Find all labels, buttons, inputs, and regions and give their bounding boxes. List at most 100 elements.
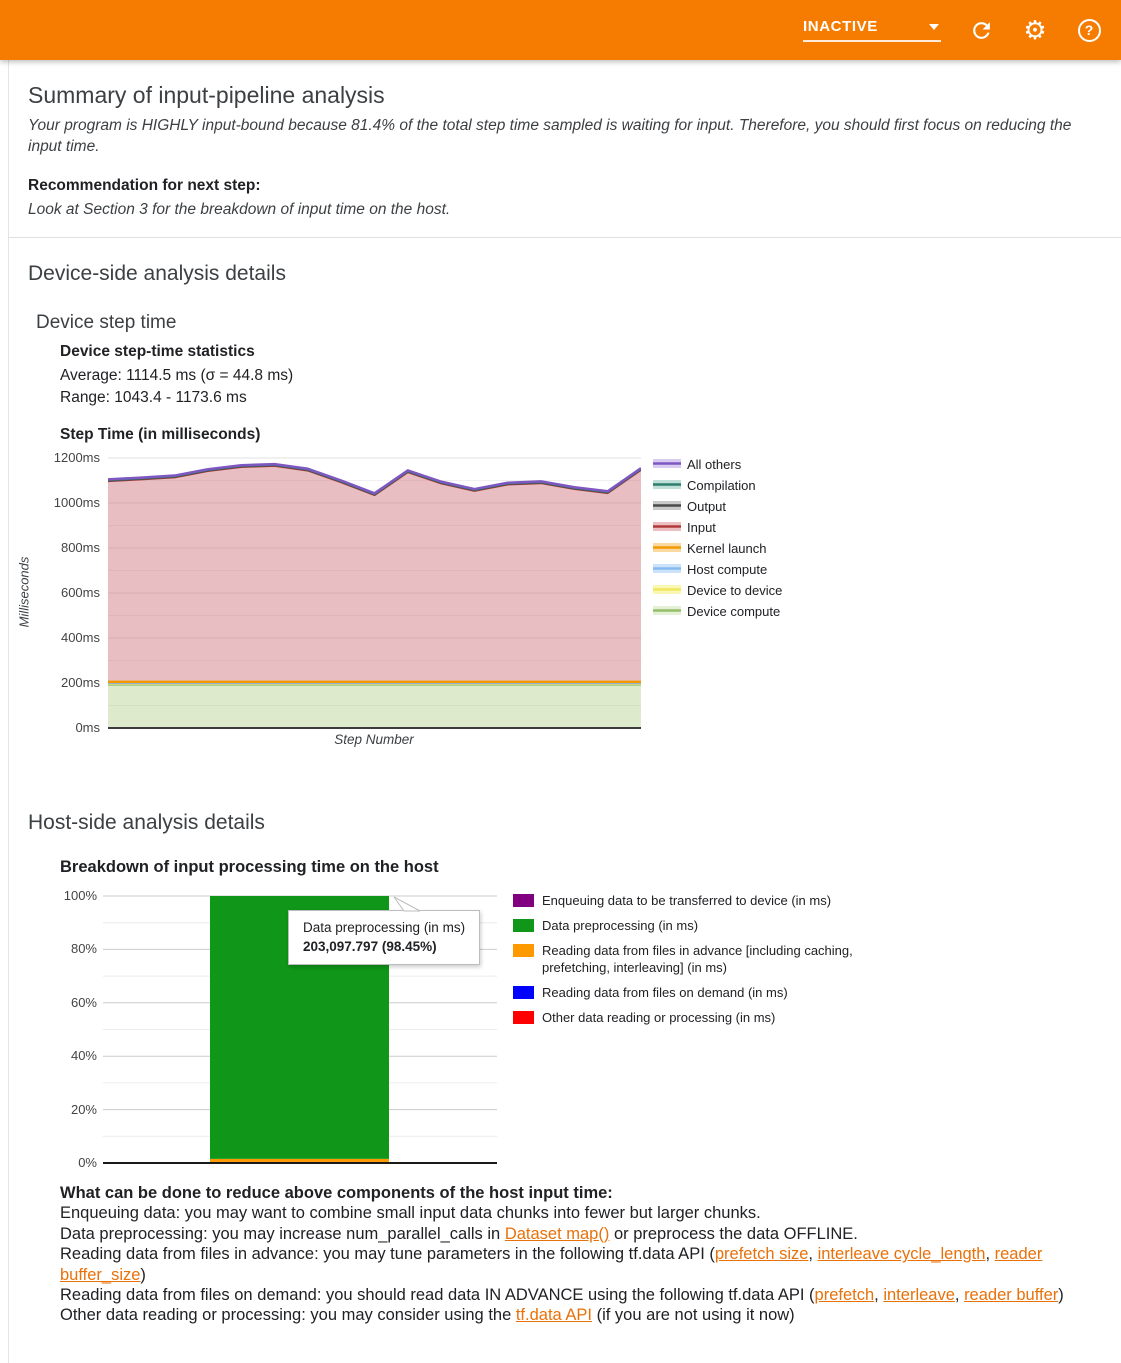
advice-link[interactable]: prefetch — [814, 1286, 875, 1305]
advice-link[interactable]: tf.data API — [515, 1306, 592, 1325]
axis-tick-label: 20% — [70, 1101, 97, 1117]
axis-tick-label: 200ms — [60, 675, 100, 690]
legend-item: Enqueuing data to be transferred to devi… — [513, 892, 863, 909]
advice-text: Data preprocessing: you may increase num… — [60, 1224, 505, 1243]
advice-text: , — [808, 1245, 818, 1264]
legend-label: Host compute — [687, 562, 768, 577]
legend-swatch — [653, 564, 681, 573]
advice-link[interactable]: Dataset map() — [504, 1224, 610, 1243]
legend-label: Input — [687, 520, 716, 535]
device-step-time-chart[interactable] — [108, 450, 641, 735]
axis-tick-label: 100% — [63, 888, 97, 903]
tooltip-series-name: Data preprocessing (in ms) — [303, 920, 466, 935]
help-button[interactable]: ? — [1075, 16, 1103, 44]
legend-swatch — [653, 501, 681, 510]
axis-tick-label: 400ms — [60, 630, 100, 645]
advice-text: , — [985, 1245, 995, 1264]
advice-text: , — [954, 1286, 965, 1305]
advice-text: , — [874, 1286, 884, 1305]
advice-line: Other data reading or processing: you ma… — [60, 1305, 1092, 1325]
recommendation-text: Look at Section 3 for the breakdown of i… — [28, 201, 451, 218]
legend-swatch — [513, 919, 534, 932]
advice-text: ) — [1058, 1286, 1064, 1305]
legend-swatch — [653, 480, 681, 489]
toolbar-controls: INACTIVE ⚙ ? — [803, 16, 1103, 44]
legend-item: Input — [653, 520, 782, 536]
legend-label: Other data reading or processing (in ms) — [542, 1010, 776, 1025]
advice-text: Other data reading or processing: you ma… — [60, 1306, 516, 1325]
axis-tick-label: 40% — [70, 1048, 97, 1064]
advice-line: Enqueuing data: you may want to combine … — [60, 1203, 1092, 1223]
legend-swatch — [653, 522, 681, 531]
device-section-title: Device-side analysis details — [28, 262, 286, 285]
legend-label: Compilation — [687, 478, 756, 493]
advice-text: Reading data from files on demand: you s… — [60, 1286, 815, 1305]
advice-text: or preprocess the data OFFLINE. — [609, 1224, 858, 1243]
refresh-button[interactable] — [967, 16, 995, 44]
device-chart-title: Step Time (in milliseconds) — [60, 426, 261, 443]
legend-swatch — [653, 585, 681, 594]
advice-link[interactable]: reader buffer_size — [60, 1245, 1043, 1284]
device-step-time-title: Device step time — [36, 312, 177, 333]
status-dropdown[interactable]: INACTIVE — [803, 18, 941, 42]
legend-swatch — [513, 986, 534, 999]
refresh-icon — [969, 18, 994, 43]
legend-label: Data preprocessing (in ms) — [542, 918, 699, 933]
advice-link[interactable]: interleave — [883, 1286, 955, 1305]
tooltip-pointer — [393, 896, 421, 912]
advice-link[interactable]: prefetch size — [714, 1245, 809, 1264]
chevron-down-icon — [929, 23, 939, 30]
axis-tick-label: 0% — [78, 1155, 97, 1170]
summary-body: Your program is HIGHLY input-bound becau… — [28, 117, 1072, 155]
advice-text: Reading data from files in advance: you … — [60, 1245, 715, 1264]
legend-label: All others — [687, 457, 742, 472]
summary-title: Summary of input-pipeline analysis — [28, 82, 385, 108]
advice-line: Reading data from files on demand: you s… — [60, 1285, 1092, 1305]
legend-item: Compilation — [653, 478, 782, 494]
legend-item: Device compute — [653, 604, 782, 620]
advice-text: Enqueuing data: you may want to combine … — [60, 1204, 761, 1223]
legend-swatch — [653, 459, 681, 468]
legend-swatch — [653, 606, 681, 615]
legend-item: Kernel launch — [653, 541, 782, 557]
advice-text: (if you are not using it now) — [591, 1306, 795, 1325]
chart-tooltip: Data preprocessing (in ms) 203,097.797 (… — [288, 910, 481, 965]
legend-label: Reading data from files on demand (in ms… — [542, 985, 788, 1000]
legend-swatch — [653, 543, 681, 552]
gear-icon: ⚙ — [1023, 15, 1047, 45]
legend-label: Output — [687, 499, 727, 514]
advice-link[interactable]: interleave cycle_length — [817, 1245, 986, 1264]
legend-label: Enqueuing data to be transferred to devi… — [542, 893, 832, 908]
content-left-border — [8, 60, 9, 1363]
legend-item: Reading data from files on demand (in ms… — [513, 984, 863, 1001]
status-label: INACTIVE — [803, 18, 878, 35]
legend-swatch — [513, 944, 534, 957]
legend-swatch — [513, 894, 534, 907]
legend-item: All others — [653, 457, 782, 473]
settings-button[interactable]: ⚙ — [1021, 16, 1049, 44]
legend-label: Reading data from files in advance [incl… — [542, 943, 853, 975]
axis-tick-label: 80% — [70, 941, 97, 957]
device-chart-legend: All others Compilation Output Input Kernel l… — [653, 457, 782, 626]
device-stats-range: Range: 1043.4 - 1173.6 ms — [60, 389, 247, 406]
advice-lines: Enqueuing data: you may want to combine … — [60, 1203, 1092, 1325]
legend-item: Device to device — [653, 583, 782, 599]
advice-heading: What can be done to reduce above compone… — [60, 1184, 613, 1202]
tooltip-value: 203,097.797 (98.45%) — [303, 939, 437, 954]
recommendation-label: Recommendation for next step: — [28, 177, 261, 194]
legend-item: Output — [653, 499, 782, 515]
advice-link[interactable]: reader buffer — [964, 1286, 1059, 1305]
host-chart-legend: Enqueuing data to be transferred to devi… — [513, 892, 863, 1034]
legend-item: Data preprocessing (in ms) — [513, 917, 863, 934]
device-stats-title: Device step-time statistics — [60, 343, 255, 360]
toolbar: INACTIVE ⚙ ? — [0, 0, 1121, 60]
legend-swatch — [513, 1011, 534, 1024]
axis-tick-label: 800ms — [60, 540, 100, 555]
host-chart-title: Breakdown of input processing time on th… — [60, 858, 439, 876]
host-input-advice: What can be done to reduce above compone… — [60, 1183, 1092, 1326]
axis-tick-label: 60% — [70, 994, 97, 1010]
help-icon: ? — [1077, 18, 1101, 42]
host-section-title: Host-side analysis details — [28, 811, 265, 834]
device-chart-x-axis-title: Step Number — [334, 732, 414, 747]
